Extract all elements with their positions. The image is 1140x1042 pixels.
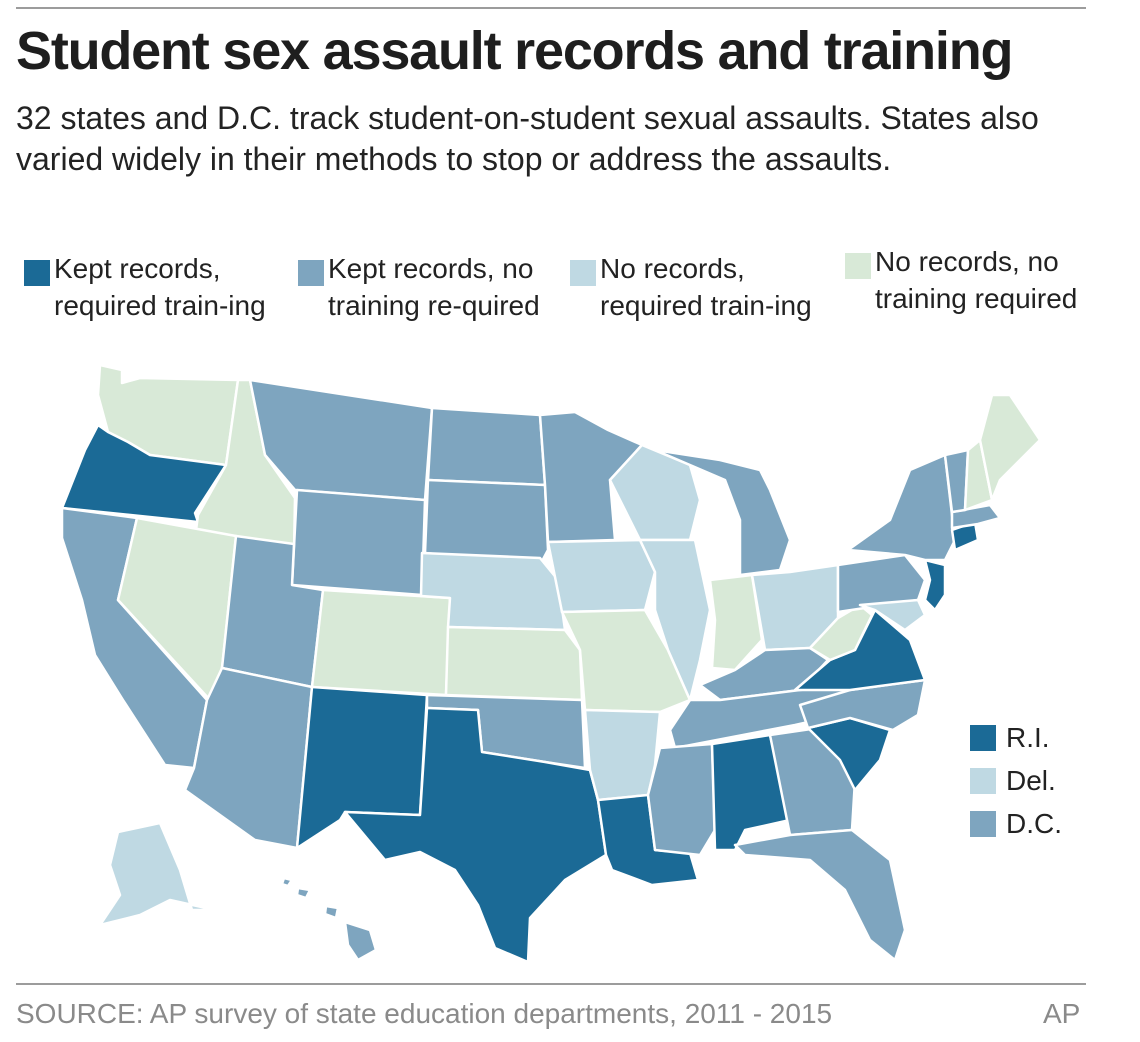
top-rule — [16, 7, 1086, 9]
state-maryland — [858, 598, 927, 632]
state-arkansas — [583, 708, 662, 802]
hawaii-maui — [323, 904, 340, 920]
state-iowa — [546, 538, 657, 614]
legend-swatch — [845, 253, 871, 279]
hawaii-kauai — [280, 876, 294, 888]
hawaii-oahu — [295, 886, 312, 900]
hawaii-big-island — [343, 920, 378, 962]
state-wyoming — [290, 488, 427, 597]
legend-swatch — [970, 725, 996, 751]
legend-swatch — [970, 811, 996, 837]
state-kansas — [444, 625, 584, 702]
legend-swatch — [24, 260, 50, 286]
source-note: SOURCE: AP survey of state education dep… — [16, 998, 833, 1029]
legend-swatch — [970, 768, 996, 794]
state-north-dakota — [426, 406, 547, 487]
state-oregon — [60, 423, 228, 524]
legend-swatch — [298, 260, 324, 286]
bottom-rule — [16, 983, 1086, 985]
state-missouri — [560, 608, 692, 714]
state-alaska — [98, 821, 217, 927]
legend-label: Kept records, no training re-quired — [328, 253, 540, 321]
state-west-virginia — [808, 603, 874, 662]
state-south-dakota — [423, 478, 550, 567]
state-colorado — [310, 588, 452, 697]
chart-title: Student sex assault records and training — [16, 21, 1013, 81]
legend-label: No records, no training required — [875, 246, 1078, 314]
state-maine — [978, 393, 1042, 502]
small-state-label: R.I. — [1006, 722, 1050, 753]
state-new-york — [846, 453, 957, 562]
legend-label: Kept records, required train-ing — [54, 253, 266, 321]
state-michigan — [653, 448, 792, 577]
small-state-label: D.C. — [1006, 808, 1062, 839]
state-hawaii — [280, 876, 378, 962]
chart-subtitle: 32 states and D.C. track student-on-stud… — [16, 100, 1039, 177]
state-new-jersey — [923, 558, 947, 612]
state-florida — [733, 828, 907, 962]
state-texas — [343, 706, 608, 964]
legend-swatch — [570, 260, 596, 286]
legend-label: No records, required train-ing — [600, 253, 812, 321]
state-pennsylvania — [836, 553, 927, 614]
credit-label: AP — [1043, 998, 1081, 1029]
state-mississippi — [646, 742, 717, 857]
small-state-label: Del. — [1006, 765, 1056, 796]
